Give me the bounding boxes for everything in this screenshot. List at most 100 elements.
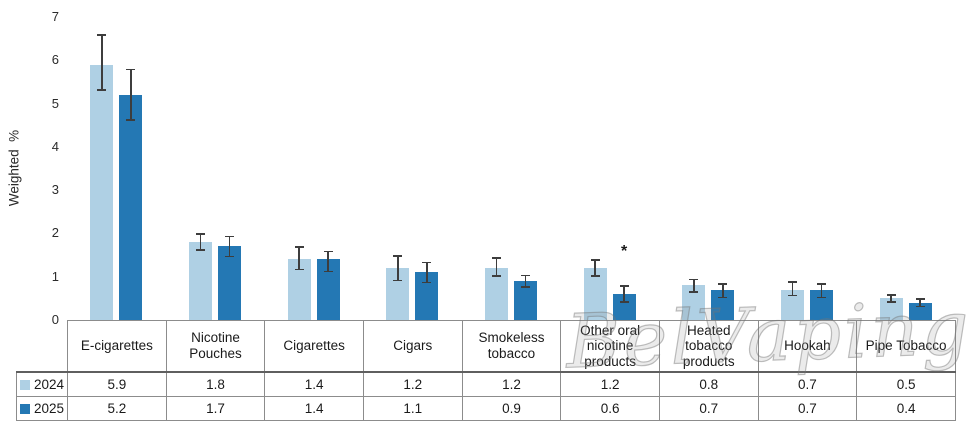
bar-2025 [316,259,340,320]
bar-2025 [415,272,439,320]
error-bar-line [890,294,892,303]
error-bar-cap-bottom [915,305,925,307]
error-bar-line [298,246,300,271]
y-tick-label: 7 [51,9,59,24]
legend-swatch-2025 [20,403,30,414]
error-bar-cap-bottom [294,268,304,271]
value-cell: 0.7 [757,371,858,397]
bar-2024 [879,298,903,320]
bar-2024 [583,268,607,320]
bar-2025 [119,94,143,320]
legend-label: 2024 [34,376,65,392]
data-table: E-cigarettes Nicotine Pouches Cigarettes Ci… [16,320,956,421]
error-bar-cap-top [689,278,699,281]
bar-2024 [781,289,804,320]
category-header: Pipe Tobacco [856,320,956,373]
y-tick-label: 3 [51,182,59,198]
error-bar-cap-top [492,257,501,259]
error-bar-cap-bottom [393,279,403,282]
error-bar-cap-bottom [196,249,205,251]
value-cell: 0.6 [560,396,660,421]
legend-label: 2025 [34,400,65,416]
category-header: Cigarettes [264,320,364,373]
error-bar-cap-top [521,274,530,277]
category-header: E-cigarettes [67,320,167,373]
error-bar-cap-bottom [422,281,432,284]
value-cell: 1.1 [362,396,463,421]
legend-swatch-2024 [20,379,30,390]
error-bar-cap-top [225,235,234,238]
bar-2024 [386,268,410,320]
error-bar-line [623,285,625,303]
value-cell: 1.4 [264,371,364,397]
significance-asterisk: * [621,242,628,260]
value-cell: 0.9 [461,396,562,421]
error-bar-cap-top [422,261,432,264]
error-bar-cap-top [126,68,136,71]
y-tick-label: 0 [51,312,59,327]
error-bar-line [228,235,231,258]
error-bar-cap-top [718,283,728,285]
category-header: Hookah [757,320,858,373]
error-bar-line [594,259,596,277]
error-bar-cap-bottom [689,291,699,293]
bar-2024 [90,64,114,320]
error-bar-cap-top [196,233,205,235]
error-bar-line [791,281,794,297]
category-header: Other oral nicotine products [560,320,660,373]
y-tick-label: 2 [51,225,59,241]
error-bar-line [919,298,921,307]
error-bar-line [693,278,695,293]
error-bar-cap-bottom [718,296,728,299]
error-bar-cap-top [915,298,925,300]
error-bar-cap-bottom [323,270,333,273]
error-bar-cap-top [817,283,826,285]
error-bar-cap-bottom [788,294,797,297]
bar-2025 [711,289,735,320]
bar-2024 [189,242,212,320]
value-cell: 0.5 [856,371,956,397]
y-tick-label: 1 [51,268,59,284]
error-bar-cap-top [590,259,600,261]
legend-cell-2025: 2025 [16,396,68,421]
error-bar-line [495,257,498,277]
error-bar-line [722,283,724,299]
bar-2025 [908,302,932,320]
error-bar-cap-top [886,294,896,296]
y-tick-label: 6 [51,52,59,68]
category-header: Smokeless tobacco [461,320,562,373]
table-corner-cell [17,321,68,373]
value-cell: 1.2 [560,371,660,397]
error-bar-line [101,34,103,91]
error-bar-line [426,261,428,284]
bar-2025 [810,289,833,320]
value-cell: 0.4 [856,396,956,421]
category-header: Heated tobacco products [658,320,759,373]
error-bar-cap-top [97,34,107,36]
error-bar-cap-bottom [126,119,136,121]
y-tick-label: 4 [51,138,59,154]
error-bar-cap-top [788,281,797,283]
error-bar-line [327,250,329,273]
plot-area: 0 1 2 3 4 5 6 7 * [52,9,955,327]
y-tick-label: 5 [51,95,59,111]
error-bar-cap-bottom [817,296,826,299]
y-axis-title: Weighted % [6,129,22,207]
error-bar-cap-top [294,246,304,248]
bar-2025 [612,294,636,320]
bar-2025 [514,281,537,320]
error-bar-cap-bottom [521,286,530,288]
error-bar-cap-bottom [590,275,600,277]
error-bar-cap-bottom [97,89,107,91]
value-cell: 1.2 [461,371,562,397]
error-bar-line [397,255,399,282]
value-cell: 1.7 [165,396,266,421]
value-cell: 1.8 [165,371,266,397]
bar-2024 [682,285,706,320]
series-row-2025: 2025 5.2 1.7 1.4 1.1 0.9 0.6 0.7 0.7 0.4 [16,396,956,421]
error-bar-line [820,283,823,299]
error-bar-line [524,274,527,288]
error-bar-cap-bottom [619,301,629,303]
error-bar-cap-bottom [886,301,896,303]
legend-cell-2024: 2024 [16,371,68,397]
